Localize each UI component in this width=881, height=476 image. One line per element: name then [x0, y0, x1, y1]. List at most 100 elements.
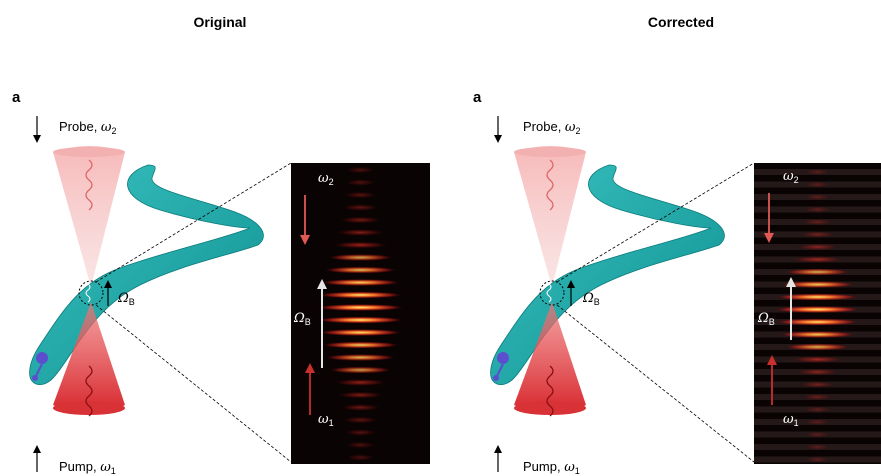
inset-probe-frequency-label: ω2 — [783, 169, 799, 185]
acoustic-wave-icon — [85, 283, 91, 303]
panel-label: a — [12, 89, 21, 106]
fringe — [798, 381, 837, 388]
pump-wave-icon — [85, 365, 93, 417]
pump-label: Pump, ω1 — [59, 459, 116, 476]
fringe — [775, 293, 860, 301]
panel-original: Original a — [0, 0, 440, 476]
fringe — [800, 393, 835, 401]
fringe — [316, 304, 405, 311]
fringe — [329, 366, 392, 374]
fringe — [321, 341, 400, 349]
inset-pump-frequency-label: ω1 — [783, 412, 799, 428]
fringe — [332, 241, 389, 249]
panel-label: a — [473, 89, 482, 106]
fringe — [339, 216, 382, 224]
fringe — [343, 191, 378, 199]
pump-arrow-head — [33, 445, 41, 453]
fringe — [779, 281, 856, 288]
optical-fiber — [490, 164, 725, 385]
interaction-region-circle — [539, 280, 565, 306]
fringe — [802, 406, 833, 413]
zoom-line-top — [95, 162, 292, 283]
fringe — [344, 179, 377, 186]
fringe — [335, 229, 386, 236]
inset-brillouin-label: ΩB — [757, 311, 775, 327]
atom-small-icon — [493, 375, 499, 381]
brillouin-label: ΩB — [117, 291, 135, 307]
fringe — [803, 181, 832, 188]
fringe — [803, 431, 832, 438]
probe-arrow-head — [494, 135, 502, 143]
brillouin-arrow-head — [104, 280, 112, 288]
fringe — [789, 256, 846, 263]
probe-arrow-head — [33, 135, 41, 143]
probe-label: Probe, ω2 — [523, 119, 581, 136]
interference-fringes — [754, 168, 881, 463]
pump-beam-cone — [514, 302, 586, 414]
standing-wave-inset: ω2 ΩB ω1 — [291, 163, 430, 464]
diagram-corrected: a Probe, ω2 ΩB ω2 — [473, 89, 881, 476]
zoom-line-bottom — [95, 304, 292, 463]
brillouin-shift-arrow-head — [786, 277, 796, 287]
fringe — [803, 168, 832, 176]
fringe — [783, 343, 852, 351]
fringe — [802, 206, 833, 213]
fringe — [320, 279, 401, 286]
atom-link — [35, 363, 43, 377]
pump-beam-cone — [53, 302, 125, 414]
fringe — [342, 416, 379, 424]
optical-fiber — [29, 164, 264, 385]
inset-pump-frequency-label: ω1 — [318, 412, 334, 428]
pump-cone-bottom — [53, 401, 125, 415]
fringe — [345, 454, 376, 461]
panel-corrected: Corrected a Probe, ω2 — [461, 0, 881, 476]
fringe — [803, 443, 832, 451]
probe-beam-cone — [514, 146, 586, 287]
interaction-region-circle — [78, 280, 104, 306]
brillouin-arrow-head — [567, 280, 575, 288]
fringe — [316, 316, 405, 324]
fringe — [774, 318, 861, 326]
fringe — [344, 441, 377, 449]
fringe — [333, 379, 388, 386]
inset-background — [291, 163, 430, 464]
atom-small-icon — [32, 375, 38, 381]
fringe — [339, 404, 382, 411]
probe-wave-icon — [546, 159, 554, 211]
probe-wave-icon — [85, 159, 93, 211]
fringe — [789, 356, 846, 363]
interference-fringes — [316, 166, 405, 461]
zoom-line-bottom — [556, 304, 755, 463]
fringe — [802, 193, 833, 201]
fringe — [318, 329, 403, 336]
fringe — [324, 266, 397, 274]
atom-icon — [36, 352, 48, 364]
fringe — [802, 418, 833, 426]
fringe — [343, 429, 378, 436]
inset-brillouin-label: ΩB — [293, 311, 311, 327]
brillouin-shift-arrow-head — [317, 279, 327, 289]
pump-direction-arrow-head — [305, 363, 315, 373]
fringe — [341, 204, 380, 211]
fringe — [794, 243, 841, 251]
fringe — [794, 368, 841, 376]
pump-cone-bottom — [514, 401, 586, 415]
atom-link — [496, 363, 504, 377]
pump-wave-icon — [546, 365, 554, 417]
probe-direction-arrow-head — [764, 233, 774, 243]
atom-icon — [497, 352, 509, 364]
probe-beam-cone — [53, 146, 125, 287]
pump-arrow-head — [494, 445, 502, 453]
fringe — [803, 456, 832, 463]
fringe — [800, 218, 835, 226]
fringe — [784, 268, 851, 276]
pump-direction-arrow-head — [767, 355, 777, 365]
inset-probe-frequency-label: ω2 — [318, 171, 334, 187]
acoustic-wave-icon — [546, 283, 552, 303]
panel-title: Corrected — [647, 14, 715, 30]
inset-background — [754, 163, 881, 464]
fringe — [317, 291, 404, 299]
probe-cone-top — [514, 147, 586, 157]
brillouin-label: ΩB — [582, 291, 600, 307]
zoom-line-top — [556, 162, 755, 283]
